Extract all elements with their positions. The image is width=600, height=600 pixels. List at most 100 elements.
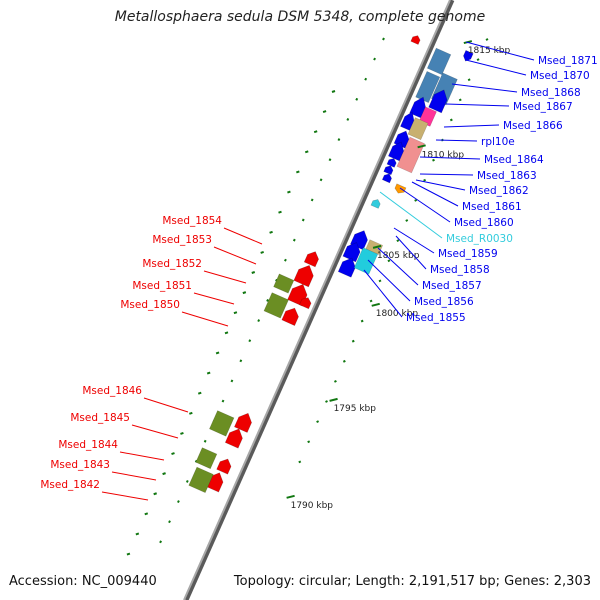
tick-dot [382,37,385,41]
gene-label-msed-1842: Msed_1842 [40,479,100,491]
leader-line [213,246,257,265]
tick-dot [168,520,171,524]
tick-dash [331,90,336,93]
tick-dash [242,291,247,295]
gene-block [273,273,295,294]
gene-arrow-minus [234,412,252,433]
tick-dot [423,178,427,182]
gene-label-msed-1866: Msed_1866 [503,120,563,132]
scale-tick [371,302,380,307]
scale-tick [372,244,382,249]
gene-label-msed-1852: Msed_1852 [142,258,202,270]
tick-dot [342,359,346,363]
leader-line [393,227,435,254]
leader-line [363,269,403,318]
tick-dash [180,431,184,435]
leader-line [419,173,474,176]
tick-dash [251,271,256,274]
leader-line [367,259,411,302]
tick-dash [162,472,166,476]
gene-arrow-plus [383,165,394,176]
gene-arrow-minus [224,428,243,449]
tick-dot [449,118,453,122]
tick-dash [278,210,282,214]
tick-dot [467,78,471,82]
tick-dot [346,118,350,121]
tick-dash [215,351,220,355]
tick-dot [414,199,418,202]
gene-block [407,117,429,141]
tick-dot [458,98,462,102]
tick-dot [351,339,355,343]
scale-ticks: 1815 kbp 1810 kbp 1805 kbp 1800 kbp 1795 kbp… [286,40,511,511]
right-gene-labels: Msed_1871 Msed_1870 Msed_1868 Msed_1867 Msed… [363,41,598,324]
leader-line [181,311,229,327]
gene-arrow-plus [386,158,397,168]
tick-dot [373,57,376,61]
gene-arrow-minus [293,264,314,288]
gene-arrow-minus [281,307,299,326]
tick-dot [325,400,328,403]
genome-backbone [183,0,455,600]
tick-dot [316,420,320,424]
tick-dot [485,38,489,41]
tick-dash [233,311,238,315]
tick-dash [322,110,327,114]
leader-line [435,139,478,142]
leader-line [419,156,481,160]
gene-arrow-minus [216,458,232,475]
tick-dot [159,540,162,544]
leader-line [203,270,247,284]
gene-label-msed-1868: Msed_1868 [521,87,581,99]
tick-dot [307,440,311,444]
gene-arrow-plus [337,257,356,278]
gene-block [209,410,235,437]
leader-line [399,187,451,223]
tick-dash [304,150,309,154]
leader-line [131,424,179,439]
accession-text: Accession: NC_009440 [9,574,157,589]
gene-label-msed-1871: Msed_1871 [538,55,598,67]
gene-arrow-plus [370,199,381,209]
gene-block [188,466,214,494]
tick-dot [319,178,323,182]
tick-dash [260,250,264,254]
scale-label: 1815 kbp [468,46,511,56]
tick-dash [126,552,131,556]
scale-label: 1800 kbp [376,309,419,319]
leader-line [379,191,443,239]
tick-dot [257,319,261,323]
leader-line [193,292,235,305]
gene-label-msed-1861: Msed_1861 [462,201,522,213]
gene-arrow-plus [428,89,448,114]
gene-arrow-plus [400,111,415,131]
gene-block [426,47,452,76]
leader-line [411,181,459,207]
gene-arrow-plus [463,49,474,62]
tick-dot [360,319,364,323]
leader-line [143,397,189,413]
gene-label-msed-r0030: Msed_R0030 [446,233,513,245]
tick-dot [203,439,207,443]
tick-dot [378,279,382,283]
leader-line [101,491,149,501]
gene-label-msed-1863: Msed_1863 [477,170,537,182]
tick-dash [189,411,193,415]
gene-label-msed-1859: Msed_1859 [438,248,498,260]
tick-dot [248,339,252,343]
tick-dash [206,371,211,375]
gene-label-msed-1845: Msed_1845 [70,412,130,424]
scale-tick [417,144,426,149]
topology-text: Topology: circular; Length: 2,191,517 bp… [233,574,591,589]
gene-label-msed-1844: Msed_1844 [58,439,118,451]
tick-dot [387,259,391,263]
tick-dash [269,230,273,234]
gene-label-msed-1860: Msed_1860 [454,217,514,229]
gene-label-rpl10e: rpl10e [481,136,515,148]
scale-tick [286,494,295,499]
tick-dot [476,58,480,62]
gene-label-msed-1857: Msed_1857 [422,280,482,292]
tick-dash [135,532,140,536]
tick-dash [171,452,175,455]
